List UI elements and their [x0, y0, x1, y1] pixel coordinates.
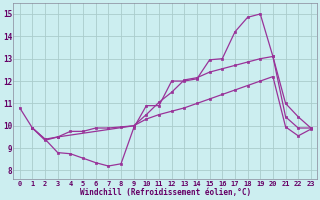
X-axis label: Windchill (Refroidissement éolien,°C): Windchill (Refroidissement éolien,°C)	[80, 188, 251, 197]
